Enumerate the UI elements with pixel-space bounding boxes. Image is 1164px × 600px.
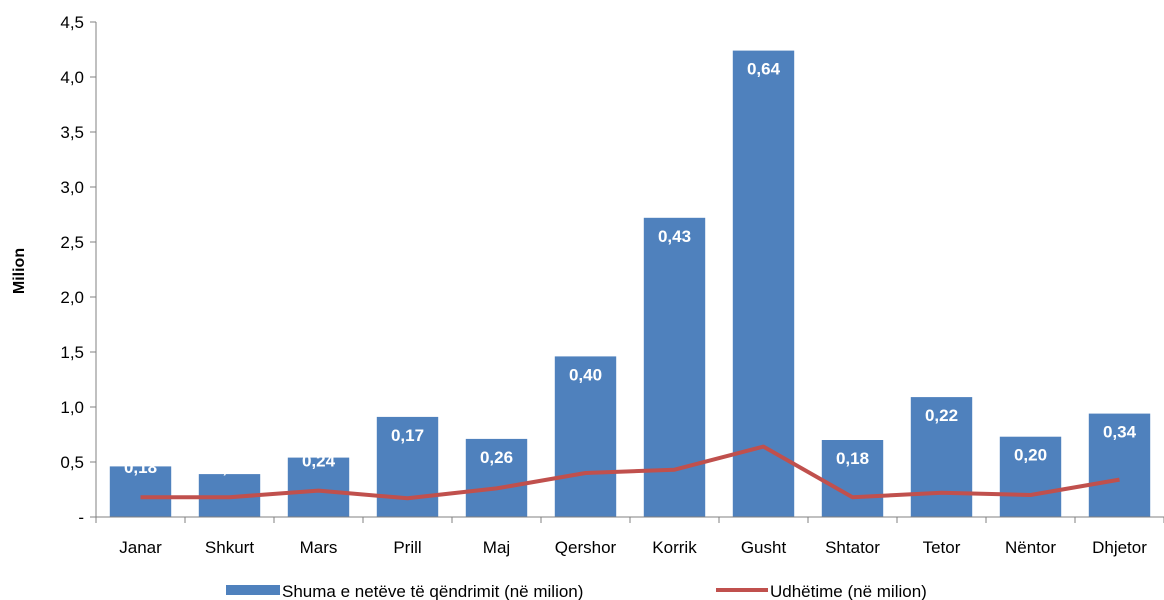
bar-maj: [465, 438, 528, 517]
x-tick-label: Korrik: [652, 538, 697, 557]
legend: Shuma e netëve të qëndrimit (në milion) …: [226, 582, 927, 600]
line-udhetime: [140, 444, 1120, 501]
bars-group: [109, 50, 1151, 518]
y-tick-label: 3,5: [60, 123, 84, 142]
data-label: 0,43: [658, 227, 691, 246]
data-label: 0,26: [480, 448, 513, 467]
y-tick-label: 1,0: [60, 398, 84, 417]
x-tick-label: Gusht: [741, 538, 787, 557]
bar-prill: [376, 416, 439, 517]
data-labels: 0,18 0,18 0,24 0,17 0,26 0,40 0,43 0,64 0,18 0,22…: [124, 60, 1137, 478]
data-label: 0,18: [124, 458, 157, 477]
x-tick-label: Maj: [483, 538, 510, 557]
y-tick-label: 4,0: [60, 68, 84, 87]
x-tick-label: Mars: [300, 538, 338, 557]
x-tick-label: Nëntor: [1005, 538, 1056, 557]
y-tick-label: 2,5: [60, 233, 84, 252]
data-label: 0,18: [836, 449, 869, 468]
x-tick-label: Qershor: [555, 538, 617, 557]
legend-bar-swatch: [226, 585, 280, 595]
legend-bar-label: Shuma e netëve të qëndrimit (në milion): [282, 582, 583, 600]
x-tick-label: Dhjetor: [1092, 538, 1147, 557]
data-label: 0,22: [925, 406, 958, 425]
data-label: 0,40: [569, 365, 602, 384]
data-label: 0,18: [213, 458, 246, 477]
bar-qershor: [554, 356, 617, 517]
y-tick-label: -: [78, 508, 84, 527]
x-tick-label: Prill: [393, 538, 421, 557]
legend-line-label: Udhëtime (në milion): [770, 582, 927, 600]
axes: [90, 21, 1164, 523]
data-label: 0,20: [1014, 446, 1047, 465]
data-label: 0,64: [747, 60, 781, 79]
y-tick-label: 2,0: [60, 288, 84, 307]
y-tick-label: 4,5: [60, 13, 84, 32]
y-tick-label: 0,5: [60, 453, 84, 472]
bar-mars: [287, 457, 350, 517]
x-tick-label: Tetor: [923, 538, 961, 557]
bar-gusht: [732, 50, 795, 517]
bar-shtator: [821, 440, 884, 517]
bar-dhjetor: [1088, 413, 1151, 517]
data-label: 0,34: [1103, 423, 1137, 442]
bar-nëntor: [999, 436, 1062, 517]
y-tick-labels: - 0,5 1,0 1,5 2,0 2,5 3,0 3,5 4,0 4,5: [60, 13, 84, 527]
bar-janar: [109, 466, 172, 517]
y-tick-label: 1,5: [60, 343, 84, 362]
x-tick-labels: Janar Shkurt Mars Prill Maj Qershor Korrik Gush…: [119, 538, 1147, 557]
x-tick-label: Shkurt: [205, 538, 254, 557]
data-label: 0,24: [302, 452, 336, 471]
line-series: [140, 444, 1120, 501]
x-tick-label: Shtator: [825, 538, 880, 557]
bar-korrik: [643, 217, 706, 518]
x-tick-label: Janar: [119, 538, 162, 557]
y-tick-label: 3,0: [60, 178, 84, 197]
y-axis-label: Milion: [11, 248, 28, 294]
bar-tetor: [910, 397, 973, 517]
data-label: 0,17: [391, 426, 424, 445]
